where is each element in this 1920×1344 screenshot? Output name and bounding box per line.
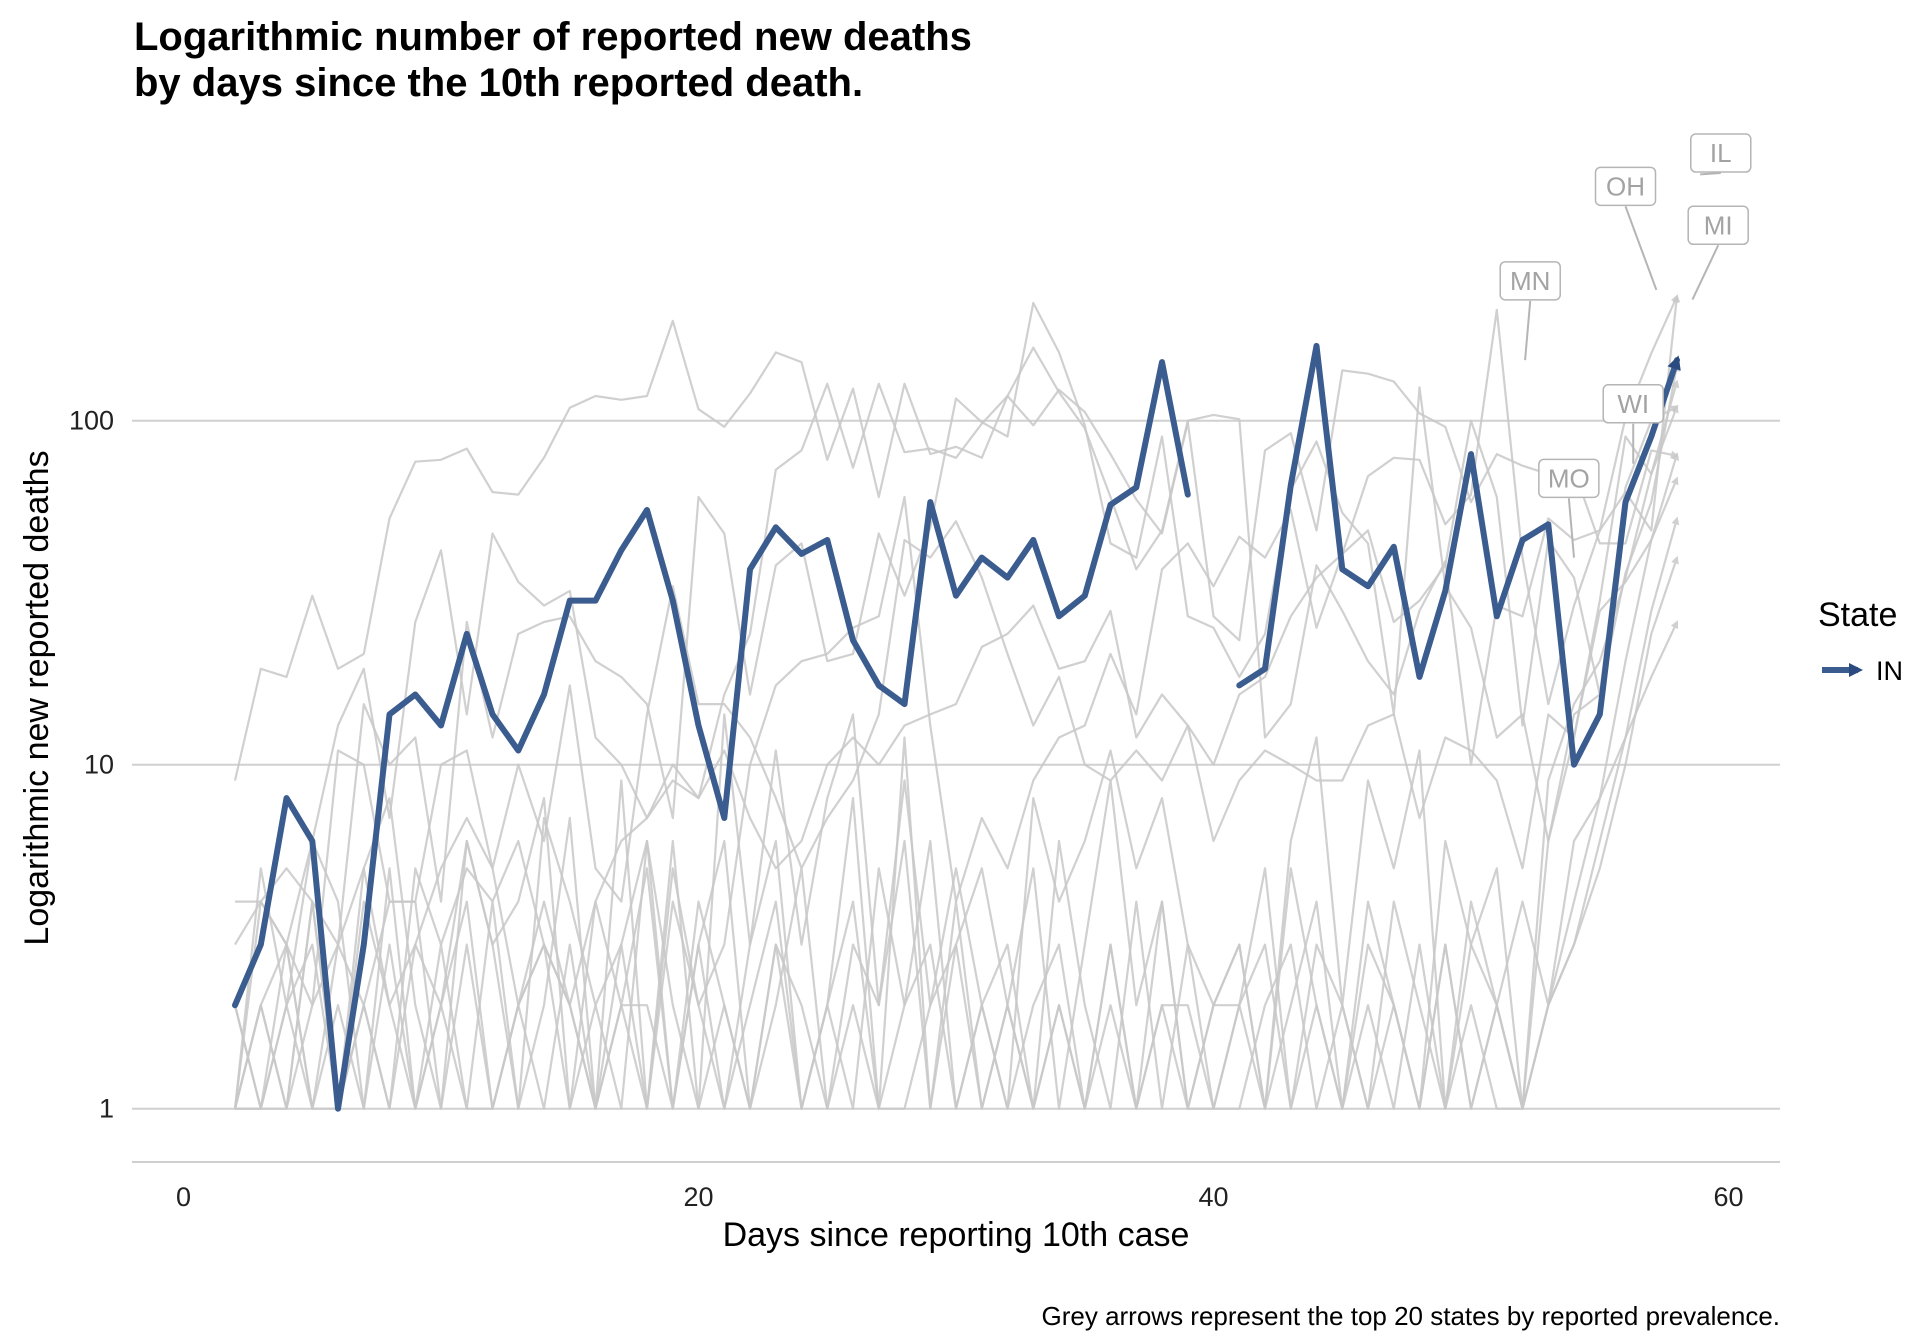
background-series-1 [233,319,1679,781]
state-label-box-oh [1594,166,1657,207]
x-tick-label-20: 20 [683,1182,713,1212]
x-tick-label-0: 0 [176,1182,191,1212]
state-label-text-oh: OH [1606,171,1645,201]
x-axis-title: Days since reporting 10th case [723,1216,1190,1254]
state-label-box-mn [1499,261,1561,301]
y-axis-title: Logarithmic new reported deaths [18,450,56,945]
state-label-mn: MN [1499,261,1561,361]
state-label-text-mi: MI [1704,210,1733,240]
state-label-mo: MO [1538,458,1600,558]
background-series-9 [233,379,1680,1110]
y-tick-label-10: 10 [84,750,114,780]
state-label-text-mn: MN [1510,266,1550,296]
legend-label-in: IN [1876,656,1903,686]
x-tick-labels: 0 20 40 60 [176,1182,1744,1212]
state-label-wi: WI [1602,384,1664,464]
state-label-text-wi: WI [1617,389,1649,419]
x-tick-label-60: 60 [1713,1182,1743,1212]
state-label-leader-mi [1691,244,1720,300]
chart-title-line-1: Logarithmic number of reported new death… [134,15,972,59]
state-label-il: IL [1690,133,1752,176]
state-label-text-il: IL [1710,138,1732,168]
background-series-11 [235,555,1679,1110]
legend-title: State [1818,596,1897,634]
background-series-8 [233,516,1680,1110]
state-label-leader-mn [1524,300,1532,361]
legend: State IN [1818,596,1903,686]
chart-caption: Grey arrows represent the top 20 states … [1042,1301,1781,1331]
series-in-segment-2 [1236,342,1681,768]
state-label-box-mi [1687,205,1749,246]
state-label-box-wi [1602,384,1664,424]
state-labels-group: IL OH MI MN WI MO [1499,133,1752,558]
state-label-box-il [1690,133,1752,173]
y-tick-label-1: 1 [99,1094,114,1124]
state-label-oh: OH [1594,166,1658,291]
background-series-12 [233,620,1679,1110]
highlight-series-group [232,342,1681,1112]
x-tick-label-40: 40 [1198,1182,1228,1212]
background-series-4 [235,476,1679,1007]
state-label-leader-mo [1567,498,1575,558]
background-series-7 [233,363,1680,1110]
state-label-leader-oh [1624,206,1658,291]
background-series-10 [233,452,1680,1110]
series-in-segment-1 [232,359,1191,1112]
y-tick-label-100: 100 [69,406,114,436]
state-label-box-mo [1538,458,1600,499]
state-label-text-mo: MO [1548,463,1590,493]
background-series-group [233,294,1681,1110]
y-tick-labels: 1 10 100 [69,406,114,1124]
state-label-leader-il [1700,172,1721,176]
chart-title-line-2: by days since the 10th reported death. [134,61,863,105]
state-label-mi: MI [1687,205,1749,300]
